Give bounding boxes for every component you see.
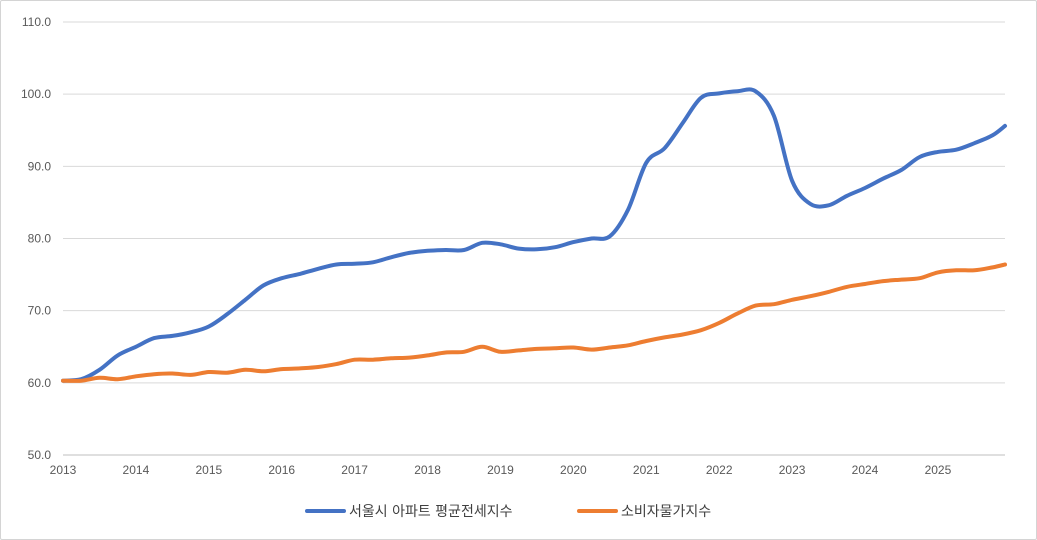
- x-tick-label: 2025: [925, 463, 952, 477]
- legend: 서울시 아파트 평균전세지수 소비자물가지수: [305, 504, 711, 520]
- x-tick-label: 2014: [123, 463, 150, 477]
- x-tick-label: 2019: [487, 463, 514, 477]
- series-lines: [61, 87, 1007, 383]
- y-tick-label: 50.0: [28, 448, 52, 462]
- x-tick-label: 2022: [706, 463, 733, 477]
- legend-label-1: 서울시 아파트 평균전세지수: [349, 504, 513, 520]
- y-axis-ticks: 50.0 60.0 70.0 80.0 90.0 100.0 110.0: [21, 15, 51, 462]
- x-tick-label: 2015: [195, 463, 222, 477]
- x-tick-label: 2017: [341, 463, 368, 477]
- y-tick-label: 100.0: [21, 87, 51, 101]
- x-tick-label: 2020: [560, 463, 587, 477]
- x-tick-label: 2018: [414, 463, 441, 477]
- legend-label-2: 소비자물가지수: [621, 504, 711, 520]
- y-tick-label: 80.0: [28, 232, 52, 246]
- series-line-1: [61, 87, 1007, 383]
- series-line-2: [61, 262, 1007, 383]
- x-tick-label: 2021: [633, 463, 660, 477]
- y-tick-label: 110.0: [22, 15, 51, 29]
- x-axis-ticks: 2013 2014 2015 2016 2017 2018 2019 2020 2021 2022…: [50, 463, 952, 477]
- y-tick-label: 60.0: [28, 376, 52, 390]
- gridlines: [63, 21, 1005, 456]
- x-tick-label: 2013: [50, 463, 77, 477]
- x-tick-label: 2023: [779, 463, 806, 477]
- x-tick-label: 2024: [852, 463, 879, 477]
- y-tick-label: 90.0: [28, 159, 52, 173]
- x-tick-label: 2016: [268, 463, 295, 477]
- y-tick-label: 70.0: [28, 304, 52, 318]
